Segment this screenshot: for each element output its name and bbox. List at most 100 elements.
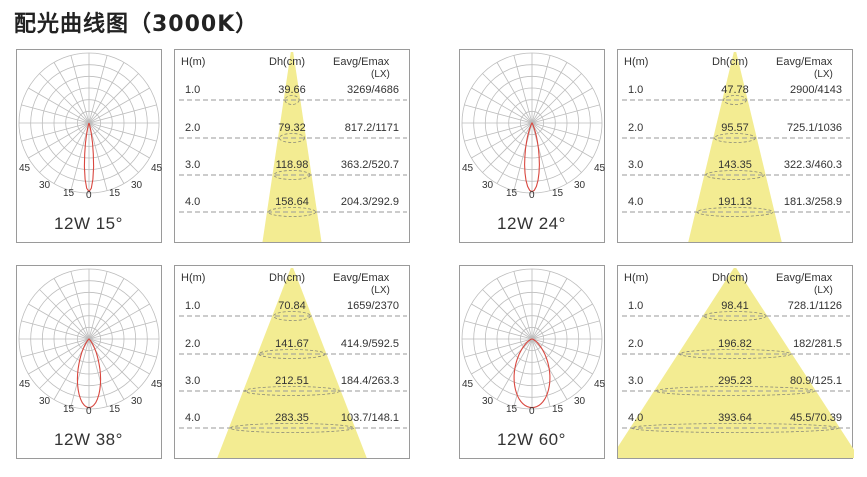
angle-label: 30: [482, 396, 494, 407]
row-illuminance: 204.3/292.9: [340, 196, 399, 208]
model-label: 12W 60°: [497, 430, 566, 449]
header-height: H(m): [181, 56, 206, 68]
polar-grid: [18, 268, 160, 410]
polar-diagram: 45 30 15 0 15 30 45 12W 15°: [16, 49, 162, 243]
header-height: H(m): [624, 56, 649, 68]
angle-label: 15: [109, 404, 121, 415]
angle-label: 45: [19, 379, 31, 390]
beam-cone: [262, 52, 322, 242]
beam-ellipse: [244, 386, 340, 396]
header-diameter: Dh(cm): [712, 272, 749, 284]
row-diameter: 141.67: [275, 338, 309, 350]
row-diameter: 47.78: [721, 84, 749, 96]
row-diameter: 196.82: [718, 338, 752, 350]
row-illuminance: 2900/4143: [790, 84, 842, 96]
angle-label: 30: [131, 396, 143, 407]
header-illuminance: Eavg/Emax: [333, 56, 390, 68]
row-diameter: 212.51: [275, 375, 309, 387]
row-illuminance: 182/281.5: [793, 338, 842, 350]
header-unit: (LX): [814, 69, 833, 80]
intensity-curve: [76, 338, 102, 409]
row-illuminance: 817.2/1171: [344, 122, 399, 134]
row-height: 2.0: [628, 122, 644, 134]
angle-label: 30: [574, 396, 586, 407]
page-title: 配光曲线图（3000K）: [14, 12, 259, 37]
polar-grid: [18, 52, 160, 194]
angle-label: 30: [482, 180, 494, 191]
model-label: 12W 24°: [497, 214, 566, 233]
row-illuminance: 3269/4686: [347, 84, 399, 96]
row-illuminance: 322.3/460.3: [783, 159, 842, 171]
row-height: 2.0: [628, 338, 644, 350]
header-diameter: Dh(cm): [269, 272, 306, 284]
angle-label: 45: [462, 163, 474, 174]
beam-table: H(m) Dh(cm) Eavg/Emax (LX) 1.0 70.84 1659/2370…: [174, 265, 410, 459]
angle-label: 30: [574, 180, 586, 191]
angle-label: 45: [462, 379, 474, 390]
row-height: 4.0: [628, 412, 644, 424]
row-height: 4.0: [628, 196, 644, 208]
row-height: 1.0: [628, 300, 644, 312]
angle-label: 0: [86, 190, 92, 201]
angle-label: 15: [552, 404, 564, 415]
row-illuminance: 363.2/520.7: [340, 159, 399, 171]
light-distribution-panel: 45 30 15 0 15 30 45 12W 15° H(m) Dh(cm) Eavg/Emax(…: [16, 49, 416, 245]
beam-table: H(m) Dh(cm) Eavg/Emax (LX) 1.0 39.66 3269/4686…: [174, 49, 410, 243]
row-illuminance: 80.9/125.1: [790, 375, 842, 387]
polar-grid: [461, 52, 603, 194]
row-height: 2.0: [185, 122, 201, 134]
header-unit: (LX): [814, 285, 833, 296]
row-height: 4.0: [185, 196, 201, 208]
angle-label: 30: [39, 396, 51, 407]
row-diameter: 191.13: [718, 196, 752, 208]
row-diameter: 70.84: [278, 300, 306, 312]
model-label: 12W 38°: [54, 430, 123, 449]
beam-cone-layer: [179, 268, 407, 458]
row-diameter: 98.41: [721, 300, 749, 312]
beam-ellipse: [696, 207, 774, 217]
row-diameter: 39.66: [278, 84, 306, 96]
angle-label: 30: [131, 180, 143, 191]
beam-ellipse: [705, 170, 765, 180]
row-illuminance: 181.3/258.9: [783, 196, 842, 208]
beam-ellipse: [723, 95, 747, 105]
angle-label: 45: [594, 163, 606, 174]
row-diameter: 295.23: [718, 375, 752, 387]
row-diameter: 143.35: [718, 159, 752, 171]
header-unit: (LX): [371, 285, 390, 296]
header-illuminance: Eavg/Emax: [776, 56, 833, 68]
beam-ellipse: [273, 170, 311, 180]
row-height: 1.0: [185, 84, 201, 96]
light-distribution-panel: 45 30 15 0 15 30 45 12W 24° H(m) Dh(cm) Eavg/Emax(…: [459, 49, 859, 245]
beam-ellipse: [273, 311, 311, 321]
light-distribution-panel: 45 30 15 0 15 30 45 12W 38° H(m) Dh(cm) Eavg/Emax(…: [16, 265, 416, 461]
polar-diagram: 45 30 15 0 15 30 45 12W 38°: [16, 265, 162, 459]
row-diameter: 79.32: [278, 122, 306, 134]
row-illuminance: 103.7/148.1: [340, 412, 399, 424]
light-distribution-panel: 45 30 15 0 15 30 45 12W 60° H(m) Dh(cm) Eavg/Emax(…: [459, 265, 859, 461]
row-diameter: 158.64: [275, 196, 309, 208]
angle-label: 45: [594, 379, 606, 390]
beam-ellipse: [278, 133, 306, 143]
beam-table: H(m) Dh(cm) Eavg/Emax (LX) 1.0 47.78 2900/4143…: [617, 49, 853, 243]
angle-label: 45: [19, 163, 31, 174]
row-diameter: 283.35: [275, 412, 309, 424]
angle-label: 15: [109, 188, 121, 199]
header-unit: (LX): [371, 69, 390, 80]
row-illuminance: 728.1/1126: [787, 300, 842, 312]
header-diameter: Dh(cm): [712, 56, 749, 68]
angle-label: 15: [506, 188, 518, 199]
row-height: 3.0: [628, 159, 644, 171]
beam-cone-layer: [618, 268, 854, 458]
model-label: 12W 15°: [54, 214, 123, 233]
header-illuminance: Eavg/Emax: [776, 272, 833, 284]
beam-ellipse: [631, 423, 839, 433]
beam-ellipse: [655, 386, 815, 396]
row-height: 3.0: [185, 375, 201, 387]
angle-label: 45: [151, 163, 163, 174]
beam-table: H(m) Dh(cm) Eavg/Emax (LX) 1.0 98.41 728.1/112…: [617, 265, 854, 459]
beam-cone: [217, 268, 367, 458]
beam-ellipse: [678, 349, 792, 359]
intensity-curve: [524, 122, 540, 193]
row-height: 2.0: [185, 338, 201, 350]
